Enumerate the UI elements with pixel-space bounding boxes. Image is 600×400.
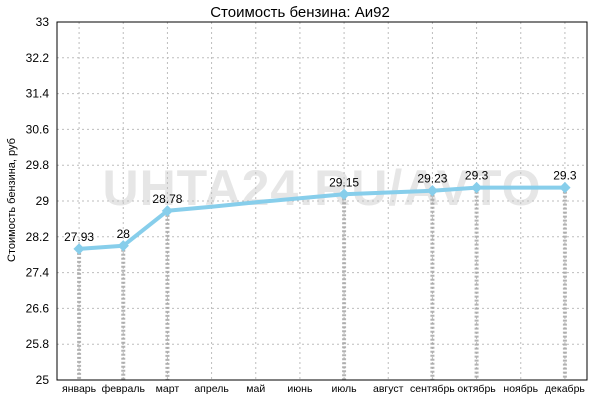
- y-tick-label: 30.6: [26, 122, 50, 136]
- y-tick-label: 31.4: [26, 87, 50, 101]
- x-tick-label: июнь: [287, 383, 313, 395]
- x-tick-label: январь: [62, 383, 97, 395]
- x-tick-label: август: [373, 383, 404, 395]
- grid: [57, 22, 587, 380]
- plot-frame: [56, 21, 588, 381]
- y-tick-label: 32.2: [26, 51, 50, 65]
- data-label: 29.3: [553, 169, 577, 183]
- x-tick-label: июль: [332, 383, 358, 395]
- y-tick-label: 26.6: [26, 301, 50, 315]
- x-tick-label: май: [246, 383, 265, 395]
- y-tick-label: 28.2: [26, 230, 50, 244]
- chart-title: Стоимость бензина: Аи92: [210, 4, 390, 21]
- data-point: [470, 181, 483, 194]
- data-point: [73, 243, 85, 255]
- y-tick-label: 25: [36, 373, 50, 387]
- axes: [56, 21, 588, 381]
- y-tick-label: 29.8: [26, 158, 50, 172]
- data-point: [161, 205, 174, 217]
- x-tick-label: апрель: [194, 383, 229, 395]
- data-label: 29.23: [417, 172, 447, 186]
- y-tick-label: 33: [36, 15, 50, 29]
- x-tick-label: сентябрь: [410, 383, 455, 395]
- data-label: 29.3: [465, 169, 489, 183]
- data-labels: 27.93 28 28.78 29.15 29.23 29.3 29.3: [64, 169, 577, 244]
- data-label: 28.78: [152, 192, 182, 206]
- y-tick-labels: 25 25.8 26.6 27.4 28.2 29 29.8 30.6 31.4 32.2 33: [26, 15, 50, 387]
- x-tick-label: февраль: [102, 383, 146, 395]
- y-tick-label: 29: [36, 194, 50, 208]
- series-line: [77, 185, 567, 251]
- y-axis-label: Стоимость бензина, руб: [6, 138, 18, 262]
- drop-lines: [77, 187, 567, 380]
- x-tick-labels: январь февраль март апрель май июнь июль август…: [62, 383, 585, 395]
- data-label: 27.93: [64, 230, 94, 244]
- x-tick-label: март: [156, 383, 180, 395]
- data-point: [426, 185, 439, 197]
- y-tick-label: 25.8: [26, 337, 50, 351]
- data-point: [559, 181, 571, 194]
- x-tick-label: декабрь: [545, 383, 585, 395]
- data-label: 28: [117, 227, 131, 241]
- x-tick-label: октябрь: [457, 383, 496, 395]
- y-tick-label: 27.4: [26, 266, 50, 280]
- x-tick-label: ноябрь: [503, 383, 538, 395]
- data-label: 29.15: [329, 175, 359, 189]
- data-point: [338, 188, 350, 200]
